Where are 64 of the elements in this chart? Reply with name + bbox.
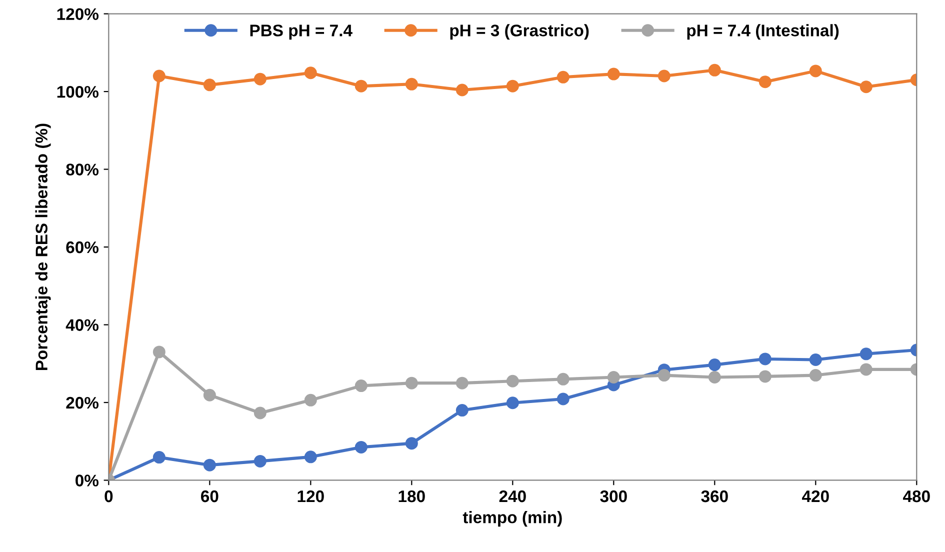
point — [809, 64, 822, 78]
point — [304, 66, 317, 80]
point — [405, 376, 418, 390]
point — [860, 80, 872, 94]
point — [254, 454, 266, 468]
point — [506, 396, 519, 410]
point — [809, 353, 822, 366]
point — [152, 70, 166, 82]
point — [304, 394, 317, 406]
legend-label: pH = 7.4 (Intestinal) — [687, 24, 839, 40]
y-axis-title: Porcentaje de RES liberado (%) — [35, 124, 51, 370]
point — [658, 70, 670, 82]
point — [456, 84, 468, 96]
x-tick-label: 60 — [201, 490, 218, 502]
point — [506, 80, 519, 92]
y-tick-label: 40% — [66, 319, 99, 331]
point — [708, 64, 721, 76]
point — [506, 374, 519, 388]
point — [304, 450, 317, 464]
y-tick-label: 120% — [57, 8, 99, 20]
point — [860, 363, 872, 376]
point — [607, 370, 620, 384]
legend-label: pH = 3 (Grastrico) — [450, 24, 589, 40]
point — [758, 370, 772, 383]
x-tick-label: 360 — [701, 490, 728, 502]
y-tick-label: 20% — [66, 396, 99, 409]
x-axis-title: tiempo (min) — [462, 511, 562, 527]
x-tick-label: 120 — [298, 490, 324, 502]
point — [456, 376, 468, 390]
point — [254, 406, 266, 420]
point — [405, 437, 418, 450]
point — [152, 451, 166, 464]
point — [556, 372, 570, 386]
point — [254, 72, 266, 86]
point — [152, 346, 166, 358]
point — [354, 440, 368, 454]
point — [758, 352, 772, 366]
point — [809, 369, 822, 382]
legend-label: PBS pH = 7.4 — [250, 24, 352, 40]
point — [758, 76, 772, 88]
x-tick-label: 240 — [499, 490, 526, 502]
point — [556, 392, 570, 406]
point — [405, 78, 418, 90]
point — [203, 388, 216, 402]
x-tick-label: 180 — [398, 490, 425, 502]
point — [456, 404, 468, 417]
point — [354, 380, 368, 392]
x-tick-label: 300 — [600, 490, 627, 502]
point — [203, 458, 216, 472]
point — [607, 68, 620, 80]
point — [658, 369, 670, 382]
y-tick-label: 60% — [66, 241, 99, 254]
point — [708, 370, 721, 384]
y-tick-label: 80% — [66, 164, 99, 176]
y-tick-label: 0% — [76, 474, 99, 486]
point — [860, 348, 872, 360]
y-tick-label: 100% — [57, 86, 99, 98]
point — [354, 80, 368, 92]
point — [203, 78, 216, 92]
x-tick-label: 480 — [903, 490, 930, 502]
x-tick-label: 0 — [104, 490, 113, 502]
point — [556, 70, 570, 84]
x-tick-label: 420 — [802, 490, 829, 502]
point — [708, 358, 721, 372]
